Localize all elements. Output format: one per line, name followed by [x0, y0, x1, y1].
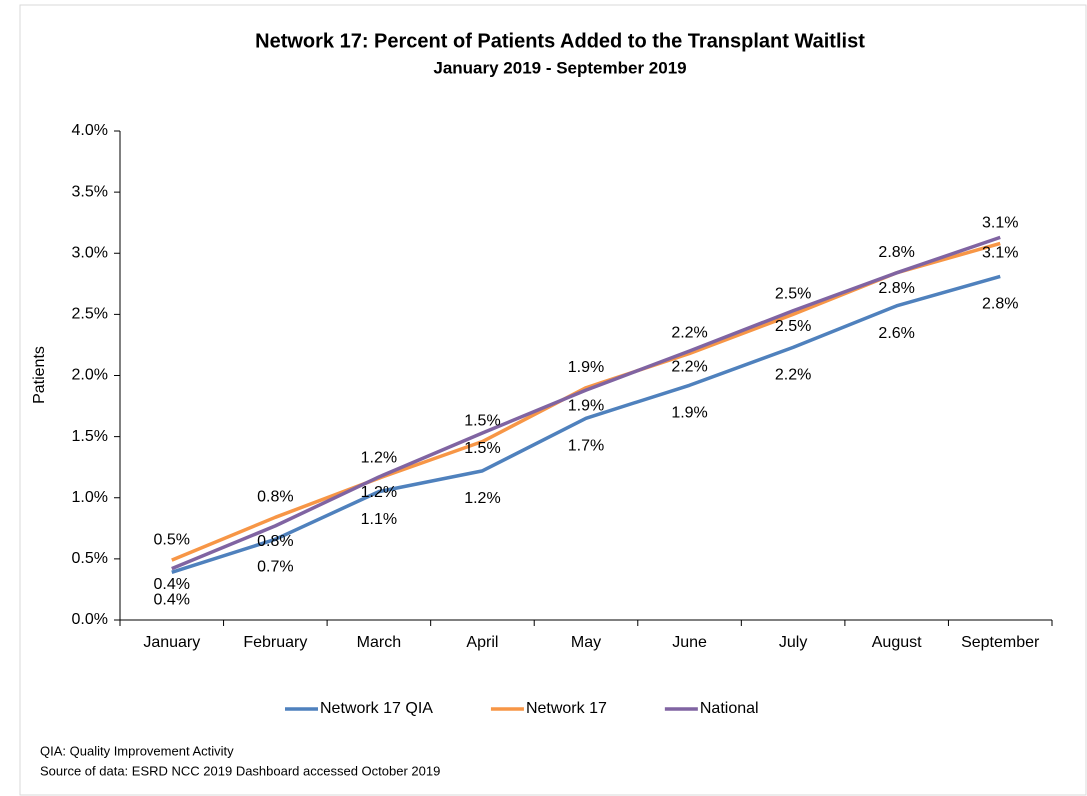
x-tick-label: February	[243, 634, 307, 651]
x-tick-label: April	[466, 634, 498, 651]
y-tick-label: 2.5%	[72, 306, 108, 323]
data-label: 2.8%	[878, 280, 914, 297]
data-label: 2.5%	[775, 286, 811, 303]
y-tick-label: 1.5%	[72, 428, 108, 445]
data-label: 1.9%	[568, 397, 604, 414]
data-label: 2.6%	[878, 325, 914, 342]
x-tick-label: September	[961, 634, 1040, 651]
data-label: 2.8%	[982, 296, 1018, 313]
y-tick-label: 3.0%	[72, 244, 108, 261]
data-label: 2.2%	[775, 367, 811, 384]
chart-subtitle: January 2019 - September 2019	[433, 58, 686, 77]
x-tick-label: August	[872, 634, 922, 651]
series-line	[171, 235, 1001, 571]
data-label: 0.8%	[257, 533, 293, 550]
y-tick-label: 3.5%	[72, 183, 108, 200]
chart-title: Network 17: Percent of Patients Added to…	[255, 30, 865, 52]
data-label: 1.7%	[568, 438, 604, 455]
y-tick-label: 1.0%	[72, 489, 108, 506]
footnote: QIA: Quality Improvement Activity	[40, 743, 234, 758]
data-label: 0.4%	[154, 592, 190, 609]
series-line	[171, 274, 1001, 574]
data-label: 1.5%	[464, 413, 500, 430]
data-label: 2.8%	[878, 244, 914, 261]
data-label: 3.1%	[982, 215, 1018, 232]
data-label: 1.2%	[361, 449, 397, 466]
data-label: 2.2%	[671, 325, 707, 342]
data-label: 1.5%	[464, 440, 500, 457]
y-tick-label: 0.0%	[72, 611, 108, 628]
x-tick-label: July	[779, 634, 807, 651]
data-label: 1.1%	[361, 511, 397, 528]
data-label: 1.2%	[361, 484, 397, 501]
data-label: 0.5%	[154, 531, 190, 548]
data-label: 0.4%	[154, 576, 190, 593]
footnote: Source of data: ESRD NCC 2019 Dashboard …	[40, 763, 440, 778]
data-label: 3.1%	[982, 245, 1018, 262]
x-tick-label: March	[357, 634, 401, 651]
y-tick-label: 0.5%	[72, 550, 108, 567]
legend-label: Network 17	[526, 700, 607, 717]
x-tick-label: June	[672, 634, 707, 651]
data-label: 0.8%	[257, 489, 293, 506]
data-label: 0.7%	[257, 559, 293, 576]
data-label: 1.2%	[464, 490, 500, 507]
y-axis-label: Patients	[31, 346, 48, 404]
data-label: 2.2%	[671, 358, 707, 375]
legend-label: National	[700, 700, 759, 717]
chart-frame	[19, 4, 1087, 796]
y-tick-label: 2.0%	[72, 367, 108, 384]
data-label: 1.9%	[671, 404, 707, 421]
data-label: 1.9%	[568, 359, 604, 376]
x-tick-label: May	[571, 634, 601, 651]
x-tick-label: January	[143, 634, 200, 651]
y-tick-label: 4.0%	[72, 122, 108, 139]
legend-label: Network 17 QIA	[320, 700, 433, 717]
data-label: 2.5%	[775, 318, 811, 335]
